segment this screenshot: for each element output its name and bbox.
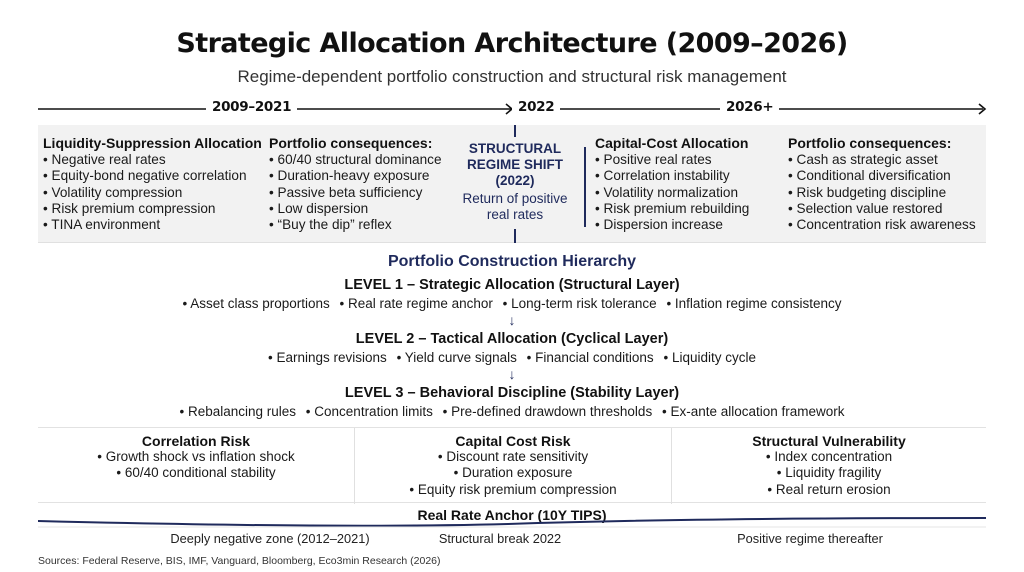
list-item: Financial conditions xyxy=(527,350,654,365)
list-item: Concentration risk awareness xyxy=(788,217,976,233)
down-arrow-icon: ↓ xyxy=(508,312,516,328)
level-1-title: LEVEL 1 – Strategic Allocation (Structur… xyxy=(344,277,680,293)
capital-cost-risk: Capital Cost Risk Discount rate sensitiv… xyxy=(355,433,671,498)
list-item: Passive beta sufficiency xyxy=(269,185,442,201)
timeline-label-2022: 2022 xyxy=(512,99,561,115)
zone-label-positive: Positive regime thereafter xyxy=(737,531,883,546)
list-item: Ex-ante allocation framework xyxy=(662,404,845,419)
list-item: Equity risk premium compression xyxy=(355,482,671,498)
column-title: Liquidity-Suppression Allocation xyxy=(43,135,262,151)
list-item: Liquidity fragility xyxy=(672,465,986,481)
left-consequences-column: Portfolio consequences: 60/40 structural… xyxy=(269,135,442,233)
regime-divider xyxy=(584,147,586,227)
list-item: Volatility normalization xyxy=(595,185,749,201)
list-item: Risk premium compression xyxy=(43,201,262,217)
page-title: Strategic Allocation Architecture (2009–… xyxy=(176,28,848,59)
capital-cost-column: Capital-Cost Allocation Positive real ra… xyxy=(595,135,749,233)
zone-label-break: Structural break 2022 xyxy=(438,531,562,546)
list-item: Positive real rates xyxy=(595,152,749,168)
list-item: Correlation instability xyxy=(595,168,749,184)
list-item: Risk budgeting discipline xyxy=(788,185,976,201)
list-item: Liquidity cycle xyxy=(663,350,756,365)
level-3-items: Rebalancing rules Concentration limits P… xyxy=(0,404,1024,419)
list-item: Duration exposure xyxy=(355,465,671,481)
page-subtitle: Regime-dependent portfolio construction … xyxy=(237,67,787,86)
structural-vulnerability: Structural Vulnerability Index concentra… xyxy=(672,433,986,498)
timeline-label-2009-2021: 2009–2021 xyxy=(206,99,298,115)
list-item: Dispersion increase xyxy=(595,217,749,233)
shift-heading: STRUCTURAL REGIME SHIFT (2022) xyxy=(466,141,563,188)
divider-tick xyxy=(514,125,516,137)
list-item: Inflation regime consistency xyxy=(666,296,841,311)
list-item: Equity-bond negative correlation xyxy=(43,168,262,184)
list-item: Yield curve signals xyxy=(397,350,517,365)
list-item: Asset class proportions xyxy=(182,296,329,311)
list-item: Long-term risk tolerance xyxy=(503,296,657,311)
list-item: Concentration limits xyxy=(306,404,433,419)
list-item: “Buy the dip” reflex xyxy=(269,217,442,233)
level-2-title: LEVEL 2 – Tactical Allocation (Cyclical … xyxy=(355,331,669,347)
correlation-risk: Correlation Risk Growth shock vs inflati… xyxy=(38,433,354,482)
divider-tick xyxy=(514,229,516,243)
regime-band: Liquidity-Suppression Allocation Negativ… xyxy=(38,125,986,243)
list-item: Volatility compression xyxy=(43,185,262,201)
timeline: 2009–2021 2022 2026+ xyxy=(38,98,988,120)
list-item: Index concentration xyxy=(672,449,986,465)
zone-label-negative: Deeply negative zone (2012–2021) xyxy=(170,531,370,546)
list-item: 60/40 conditional stability xyxy=(38,465,354,481)
list-item: Negative real rates xyxy=(43,152,262,168)
list-item: Pre-defined drawdown thresholds xyxy=(443,404,653,419)
list-item: Real rate regime anchor xyxy=(340,296,493,311)
shift-subtext: Return of positive real rates xyxy=(462,191,568,222)
list-item: Low dispersion xyxy=(269,201,442,217)
list-item: Earnings revisions xyxy=(268,350,387,365)
risk-band: Correlation Risk Growth shock vs inflati… xyxy=(38,427,986,504)
right-consequences-column: Portfolio consequences: Cash as strategi… xyxy=(788,135,976,233)
list-item: Growth shock vs inflation shock xyxy=(38,449,354,465)
timeline-label-2026: 2026+ xyxy=(720,99,780,115)
list-item: 60/40 structural dominance xyxy=(269,152,442,168)
list-item: Cash as strategic asset xyxy=(788,152,976,168)
list-item: Rebalancing rules xyxy=(179,404,296,419)
level-3-title: LEVEL 3 – Behavioral Discipline (Stabili… xyxy=(344,385,680,401)
risk-title: Structural Vulnerability xyxy=(752,433,906,449)
column-title: Portfolio consequences: xyxy=(269,135,433,151)
list-item: Selection value restored xyxy=(788,201,976,217)
risk-title: Correlation Risk xyxy=(141,433,251,449)
risk-title: Capital Cost Risk xyxy=(455,433,571,449)
down-arrow-icon: ↓ xyxy=(508,366,516,382)
level-1-items: Asset class proportions Real rate regime… xyxy=(0,296,1024,311)
list-item: Duration-heavy exposure xyxy=(269,168,442,184)
column-title: Capital-Cost Allocation xyxy=(595,135,749,151)
liquidity-suppression-column: Liquidity-Suppression Allocation Negativ… xyxy=(43,135,262,233)
column-title: Portfolio consequences: xyxy=(788,135,952,151)
sources-footnote: Sources: Federal Reserve, BIS, IMF, Vang… xyxy=(38,555,441,567)
real-rate-curve-icon xyxy=(38,517,987,528)
hierarchy-title: Portfolio Construction Hierarchy xyxy=(387,253,637,270)
list-item: TINA environment xyxy=(43,217,262,233)
list-item: Real return erosion xyxy=(672,482,986,498)
structural-regime-shift: STRUCTURAL REGIME SHIFT (2022) Return of… xyxy=(456,125,574,243)
list-item: Conditional diversification xyxy=(788,168,976,184)
list-item: Discount rate sensitivity xyxy=(355,449,671,465)
level-2-items: Earnings revisions Yield curve signals F… xyxy=(0,350,1024,365)
real-rate-anchor-title: Real Rate Anchor (10Y TIPS) xyxy=(417,507,607,523)
list-item: Risk premium rebuilding xyxy=(595,201,750,217)
